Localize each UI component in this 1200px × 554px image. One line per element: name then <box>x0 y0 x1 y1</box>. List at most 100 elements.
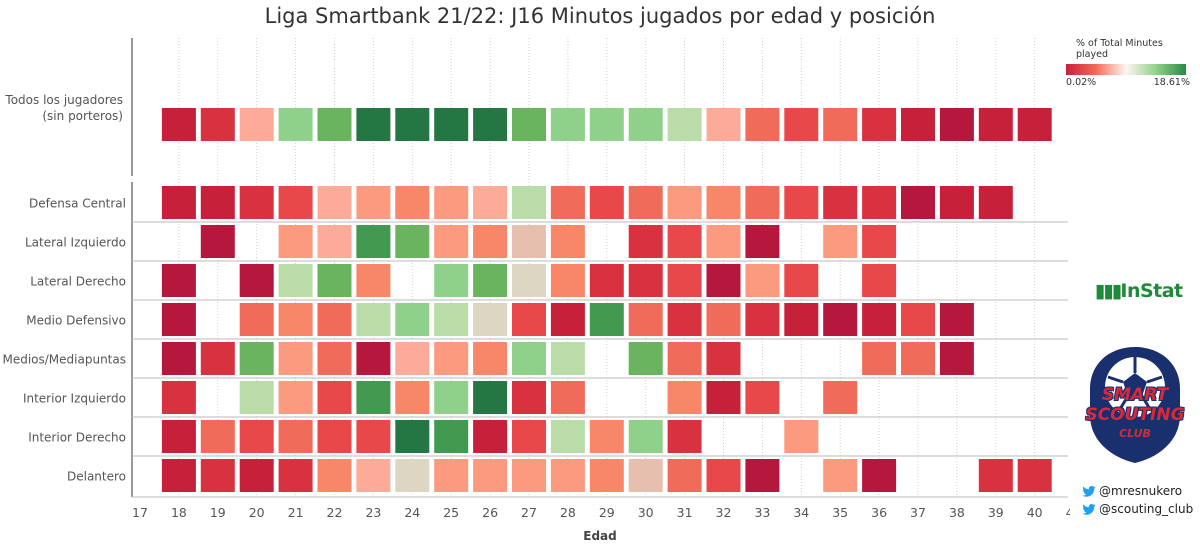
cell-defensa-central-24 <box>395 186 430 219</box>
social-handles: @mresnukero @scouting_club <box>1082 482 1193 518</box>
cell-lateral-izquierdo-33 <box>745 225 780 258</box>
cell-interior-izquierdo-28 <box>550 381 585 414</box>
x-tick-label: 41 <box>1066 505 1070 520</box>
cell-delantero-29 <box>589 459 624 492</box>
x-tick-label: 27 <box>521 505 537 520</box>
cell-medio-defensivo-23 <box>356 303 391 336</box>
cell-lateral-izquierdo-25 <box>434 225 469 258</box>
cell-lateral-derecho-33 <box>745 264 780 297</box>
cell-interior-derecho-29 <box>589 420 624 453</box>
x-tick-label: 36 <box>871 505 887 520</box>
top-row-cell-39 <box>978 108 1013 141</box>
cell-lateral-derecho-32 <box>706 264 741 297</box>
row-label: Lateral Derecho <box>30 275 126 289</box>
cell-defensa-central-19 <box>200 186 235 219</box>
cell-delantero-33 <box>745 459 780 492</box>
x-tick-label: 25 <box>443 505 459 520</box>
top-row-cell-25 <box>434 108 469 141</box>
cell-defensa-central-35 <box>823 186 858 219</box>
top-row-label-line2: (sin porteros) <box>42 109 123 123</box>
twitter-icon <box>1082 503 1096 515</box>
cell-interior-izquierdo-18 <box>161 381 196 414</box>
cell-medios-mediapuntas-19 <box>200 342 235 375</box>
cell-delantero-28 <box>550 459 585 492</box>
cell-lateral-izquierdo-21 <box>278 225 313 258</box>
cell-medio-defensivo-31 <box>667 303 702 336</box>
legend-max-label: 18.61% <box>1153 77 1190 88</box>
handle-row[interactable]: @mresnukero <box>1082 482 1193 500</box>
x-tick-label: 26 <box>482 505 498 520</box>
cell-lateral-derecho-31 <box>667 264 702 297</box>
top-row-cell-19 <box>200 108 235 141</box>
row-label: Defensa Central <box>29 197 126 211</box>
cell-lateral-derecho-21 <box>278 264 313 297</box>
cell-lateral-izquierdo-30 <box>628 225 663 258</box>
top-row-cell-37 <box>901 108 935 141</box>
cell-delantero-27 <box>512 459 546 492</box>
cell-lateral-izquierdo-27 <box>512 225 546 258</box>
cell-defensa-central-34 <box>784 186 819 219</box>
cell-medios-mediapuntas-37 <box>901 342 935 375</box>
x-tick-label: 24 <box>404 505 420 520</box>
cell-lateral-derecho-25 <box>434 264 469 297</box>
top-row-cell-36 <box>862 108 897 141</box>
top-row-cell-30 <box>628 108 663 141</box>
cell-lateral-izquierdo-36 <box>862 225 897 258</box>
cell-interior-izquierdo-20 <box>239 381 274 414</box>
cell-delantero-30 <box>628 459 663 492</box>
cell-delantero-18 <box>161 459 196 492</box>
cell-defensa-central-25 <box>434 186 469 219</box>
cell-delantero-26 <box>473 459 508 492</box>
cell-lateral-derecho-27 <box>512 264 546 297</box>
x-tick-label: 33 <box>754 505 770 520</box>
cell-medios-mediapuntas-21 <box>278 342 313 375</box>
cell-interior-izquierdo-26 <box>473 381 508 414</box>
handle-scouting-club: @scouting_club <box>1099 502 1194 516</box>
cell-delantero-22 <box>317 459 352 492</box>
cell-lateral-izquierdo-22 <box>317 225 352 258</box>
cell-defensa-central-38 <box>939 186 974 219</box>
cell-medios-mediapuntas-27 <box>512 342 546 375</box>
top-row-cell-24 <box>395 108 430 141</box>
cell-medio-defensivo-35 <box>823 303 858 336</box>
x-tick-label: 35 <box>832 505 848 520</box>
top-row-cell-22 <box>317 108 352 141</box>
cell-medio-defensivo-30 <box>628 303 663 336</box>
cell-medios-mediapuntas-24 <box>395 342 430 375</box>
row-label: Delantero <box>67 470 126 484</box>
x-axis-label: Edad <box>583 529 616 543</box>
cell-lateral-derecho-18 <box>161 264 196 297</box>
cell-defensa-central-30 <box>628 186 663 219</box>
cell-delantero-32 <box>706 459 741 492</box>
cell-interior-derecho-27 <box>512 420 546 453</box>
legend-gradient-bar <box>1066 64 1186 75</box>
cell-delantero-36 <box>862 459 897 492</box>
cell-lateral-izquierdo-31 <box>667 225 702 258</box>
heatmap-chart: Todos los jugadores (sin porteros) Defensa… <box>2 38 1070 543</box>
cell-lateral-derecho-26 <box>473 264 508 297</box>
cell-defensa-central-29 <box>589 186 624 219</box>
cell-defensa-central-23 <box>356 186 391 219</box>
cell-defensa-central-33 <box>745 186 780 219</box>
top-row-cell-32 <box>706 108 741 141</box>
cell-lateral-derecho-23 <box>356 264 391 297</box>
cell-medio-defensivo-32 <box>706 303 741 336</box>
cell-medio-defensivo-37 <box>901 303 935 336</box>
cell-interior-izquierdo-24 <box>395 381 430 414</box>
cell-lateral-derecho-28 <box>550 264 585 297</box>
cell-medios-mediapuntas-31 <box>667 342 702 375</box>
cell-delantero-23 <box>356 459 391 492</box>
cell-interior-derecho-20 <box>239 420 274 453</box>
legend-min-label: 0.02% <box>1066 77 1097 88</box>
logo-text-club: CLUB <box>1119 427 1151 440</box>
cell-lateral-derecho-20 <box>239 264 274 297</box>
handle-row[interactable]: @scouting_club <box>1082 500 1193 518</box>
logo-text-smart: SMART <box>1101 385 1169 405</box>
handle-mresnukero: @mresnukero <box>1099 484 1183 498</box>
row-label: Interior Derecho <box>28 431 126 445</box>
cell-defensa-central-36 <box>862 186 897 219</box>
cell-medios-mediapuntas-23 <box>356 342 391 375</box>
top-row-cell-38 <box>939 108 974 141</box>
cell-medios-mediapuntas-26 <box>473 342 508 375</box>
top-row-cell-31 <box>667 108 702 141</box>
